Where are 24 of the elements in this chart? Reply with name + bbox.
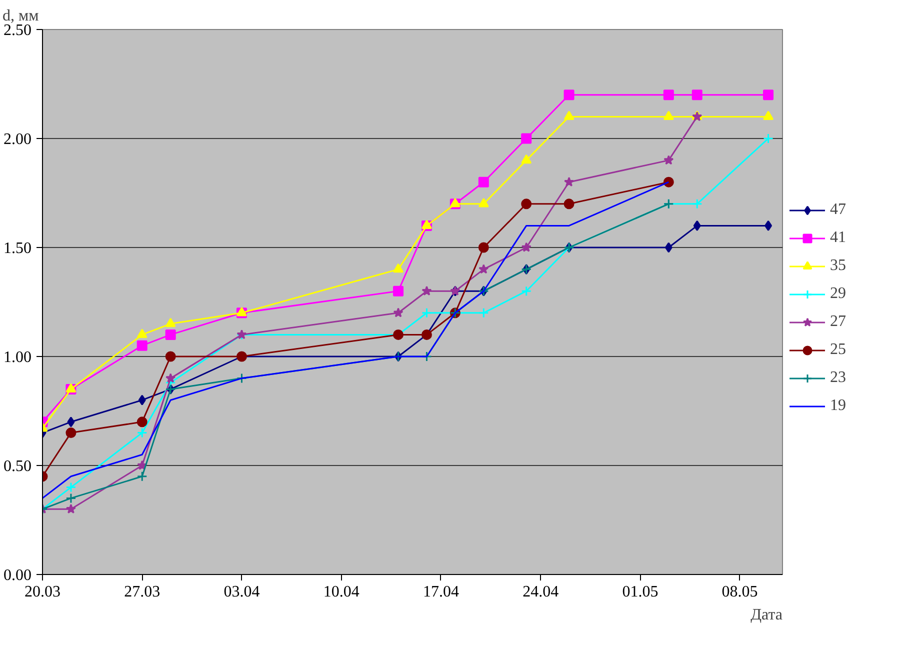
x-tick-label: 08.05 xyxy=(722,584,758,600)
y-tick-label: 2.50 xyxy=(4,22,32,39)
x-tick-label: 24.04 xyxy=(522,584,559,600)
y-tick-label: 0.50 xyxy=(4,458,32,475)
x-tick-label: 10.04 xyxy=(323,584,360,600)
legend-label: 27 xyxy=(830,312,847,330)
x-tick-label: 01.05 xyxy=(622,584,658,600)
legend-label: 29 xyxy=(830,284,847,302)
y-tick-label: 1.50 xyxy=(4,240,32,257)
legend-label: 25 xyxy=(830,340,847,358)
legend-label: 19 xyxy=(830,396,847,414)
y-tick-label: 2.00 xyxy=(4,131,32,148)
x-tick-label: 27.03 xyxy=(124,584,160,600)
x-axis-title: Дата xyxy=(750,606,782,624)
legend-label: 23 xyxy=(830,368,847,386)
x-tick-label: 03.04 xyxy=(224,584,260,600)
legend-label: 47 xyxy=(830,200,847,218)
x-tick-label: 20.03 xyxy=(24,584,60,600)
x-tick-label: 17.04 xyxy=(422,584,459,600)
legend-label: 41 xyxy=(830,228,847,246)
legend-label: 35 xyxy=(830,256,847,274)
y-axis-title: d, мм xyxy=(2,8,39,24)
y-tick-label: 1.00 xyxy=(4,349,32,366)
y-tick-label: 0.00 xyxy=(4,567,32,584)
